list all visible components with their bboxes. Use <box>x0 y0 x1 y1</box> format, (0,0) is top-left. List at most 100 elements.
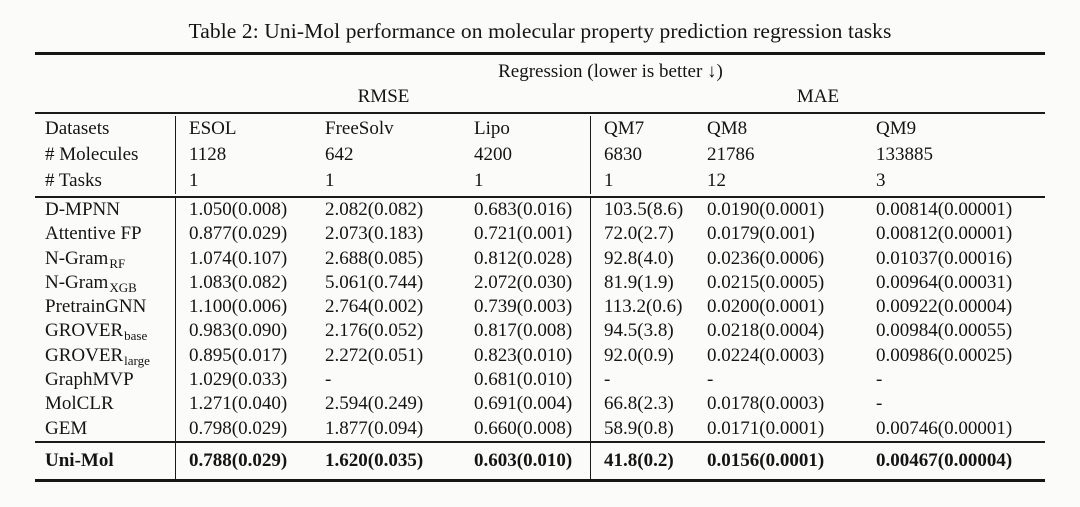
model-name: N-GramXGB <box>35 270 176 296</box>
metric-value: 1.100(0.006) <box>189 296 288 318</box>
dataset-molecules: 642 <box>325 144 354 165</box>
dataset-molecules: 4200 <box>474 144 512 165</box>
metric-value: 1.074(0.107) <box>189 247 288 269</box>
metric-value: 0.0178(0.0003) <box>707 393 825 415</box>
metric-value: 0.739(0.003) <box>461 295 591 320</box>
unimol-metric-value: 0.603(0.010) <box>461 442 591 479</box>
metric-value: 0.691(0.004) <box>461 392 591 417</box>
metric-value: 5.061(0.744) <box>325 271 424 293</box>
metric-value: 0.0200(0.0001) <box>707 296 825 318</box>
metric-value: 103.5(8.6) <box>604 199 684 220</box>
dataset-column-qm9: QM9 133885 3 <box>863 116 1045 194</box>
metric-value: 0.0236(0.0006) <box>707 247 825 269</box>
dataset-column-lipo: Lipo 4200 1 <box>461 116 591 194</box>
metric-value: 0.00986(0.00025) <box>876 344 1013 366</box>
metric-value: - <box>325 369 332 391</box>
dataset-column-freesolv: FreeSolv 642 1 <box>312 116 461 194</box>
model-name: GROVERbase <box>35 319 176 344</box>
datasets-header-labels: Datasets # Molecules # Tasks <box>35 116 176 194</box>
dataset-molecules: 1128 <box>189 144 227 165</box>
dataset-tasks: 1 <box>474 170 484 191</box>
metric-value: 58.9(0.8) <box>604 417 674 439</box>
dataset-tasks: 3 <box>876 170 886 191</box>
dataset-name: Lipo <box>474 118 510 139</box>
metric-value: 2.272(0.051) <box>325 344 424 366</box>
dataset-column-qm8: QM8 21786 12 <box>694 116 863 194</box>
metric-value: 0.00922(0.00004) <box>876 296 1013 318</box>
metric-value: 113.2(0.6) <box>604 296 683 318</box>
model-name: GraphMVP <box>35 368 176 393</box>
metric-value: 0.0215(0.0005) <box>707 271 825 293</box>
metric-value: 72.0(2.7) <box>604 223 674 245</box>
model-name-subscript: RF <box>109 255 126 271</box>
model-name-subscript: XGB <box>109 279 137 295</box>
dataset-tasks: 1 <box>604 170 614 191</box>
metric-value: 1.271(0.040) <box>189 393 288 415</box>
dataset-name: ESOL <box>189 118 237 139</box>
metric-value: 2.072(0.030) <box>461 270 591 296</box>
dataset-tasks: 1 <box>189 170 199 191</box>
unimol-metric-value: 0.0156(0.0001) <box>707 449 825 471</box>
metric-value: 0.895(0.017) <box>189 344 288 366</box>
metric-value: 2.176(0.052) <box>325 320 424 342</box>
metric-value: 0.00812(0.00001) <box>876 223 1013 245</box>
table-caption: Table 2: Uni-Mol performance on molecula… <box>188 19 892 43</box>
dataset-molecules: 21786 <box>707 144 755 165</box>
metric-value: 0.681(0.010) <box>461 368 591 393</box>
metric-value: 92.0(0.9) <box>604 344 674 366</box>
dataset-molecules: 6830 <box>604 144 642 165</box>
metric-value: 1.083(0.082) <box>189 271 288 293</box>
metric-value: 0.823(0.010) <box>461 343 591 369</box>
dataset-tasks: 1 <box>325 170 335 191</box>
table-row: N-GramXGB 1.083(0.082) 5.061(0.744) 2.07… <box>35 270 1045 296</box>
metric-value: 0.798(0.029) <box>189 417 288 439</box>
table-row: GEM 0.798(0.029) 1.877(0.094) 0.660(0.00… <box>35 416 1045 441</box>
unimol-row: Uni-Mol 0.788(0.029) 1.620(0.035) 0.603(… <box>35 440 1045 482</box>
unimol-metric-value: 41.8(0.2) <box>604 449 674 471</box>
table-header: Regression (lower is better ↓) RMSE MAE <box>35 52 1045 112</box>
datasets-header-block: Datasets # Molecules # Tasks ESOL 1128 1… <box>35 112 1045 198</box>
metric-value: 1.050(0.008) <box>189 199 288 220</box>
table-row: Attentive FP 0.877(0.029) 2.073(0.183) 0… <box>35 222 1045 247</box>
metric-value: 1.029(0.033) <box>189 369 288 391</box>
table-row: GROVERbase 0.983(0.090) 2.176(0.052) 0.8… <box>35 319 1045 344</box>
dataset-name: FreeSolv <box>325 118 394 139</box>
dataset-name: QM9 <box>876 118 917 139</box>
metric-value: 0.721(0.001) <box>461 222 591 247</box>
molecules-row-label: # Molecules <box>45 144 139 165</box>
unimol-metric-value: 0.788(0.029) <box>189 449 288 471</box>
metric-value: 0.00964(0.00031) <box>876 271 1013 293</box>
table-body: D-MPNN 1.050(0.008) 2.082(0.082) 0.683(0… <box>35 198 1045 441</box>
metric-value: 1.877(0.094) <box>325 417 424 439</box>
metric-value: - <box>604 369 611 391</box>
metric-value: 0.660(0.008) <box>461 416 591 441</box>
regression-group-header: Regression (lower is better ↓) <box>498 61 723 82</box>
metric-value: 0.683(0.016) <box>461 198 591 223</box>
dataset-name: QM8 <box>707 118 748 139</box>
dataset-tasks: 12 <box>707 170 726 191</box>
metric-value: 92.8(4.0) <box>604 247 674 269</box>
model-name: GEM <box>35 416 176 441</box>
dataset-column-qm7: QM7 6830 1 <box>591 116 694 194</box>
metric-value: 0.812(0.028) <box>461 246 591 271</box>
dataset-name: QM7 <box>604 118 645 139</box>
table-row: MolCLR 1.271(0.040) 2.594(0.249) 0.691(0… <box>35 392 1045 417</box>
metric-value: 0.817(0.008) <box>461 319 591 344</box>
model-name: N-GramRF <box>35 246 176 271</box>
metric-value: 0.00814(0.00001) <box>876 199 1013 220</box>
table-row: GROVERlarge 0.895(0.017) 2.272(0.051) 0.… <box>35 343 1045 369</box>
table-row: D-MPNN 1.050(0.008) 2.082(0.082) 0.683(0… <box>35 198 1045 223</box>
metric-value: 94.5(3.8) <box>604 320 674 342</box>
dataset-molecules: 133885 <box>876 144 933 165</box>
rmse-group-header: RMSE <box>357 86 410 107</box>
model-name: GROVERlarge <box>35 343 176 369</box>
metric-value: 2.688(0.085) <box>325 247 424 269</box>
mae-group-header: MAE <box>796 86 840 107</box>
model-name-subscript: base <box>124 328 148 344</box>
metric-value: - <box>876 369 883 391</box>
model-name: MolCLR <box>35 392 176 417</box>
model-name: D-MPNN <box>35 198 176 223</box>
metric-value: - <box>707 369 714 391</box>
model-name: PretrainGNN <box>35 295 176 320</box>
